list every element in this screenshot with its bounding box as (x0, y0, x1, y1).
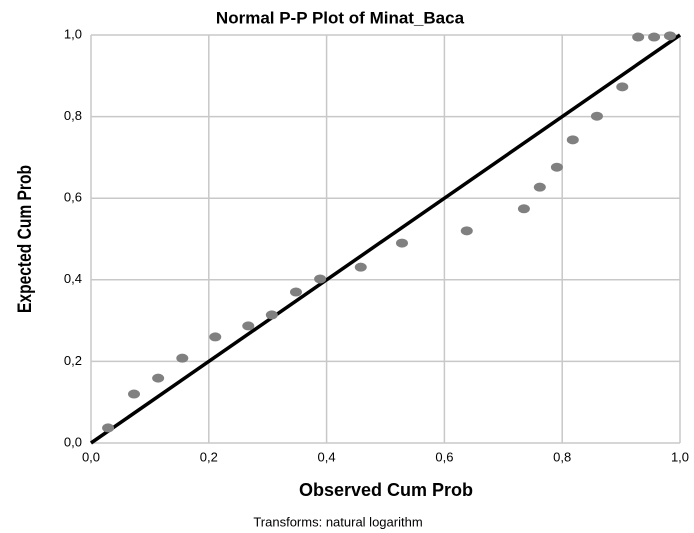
y-tick-label: 0,2 (64, 353, 82, 368)
point (648, 32, 661, 42)
y-tick-label: 0,8 (64, 108, 82, 123)
point (460, 226, 473, 236)
point (152, 373, 165, 383)
point (289, 287, 302, 297)
point (517, 204, 530, 214)
x-tick-label: 0,0 (82, 449, 100, 464)
point (209, 332, 222, 342)
point (395, 238, 408, 248)
point (533, 182, 546, 192)
point (663, 31, 676, 41)
reference-line (90, 33, 681, 445)
x-tick-label: 1,0 (671, 449, 689, 464)
point (566, 135, 579, 145)
point (242, 321, 255, 331)
y-axis-label: Expected Cum Prob (14, 165, 36, 313)
point (176, 353, 189, 363)
footnote: Transforms: natural logarithm (253, 514, 422, 529)
chart-title: Normal P-P Plot of Minat_Baca (216, 8, 465, 27)
x-tick-label: 0,6 (435, 449, 453, 464)
y-tick-label: 0,0 (64, 434, 82, 449)
y-tick-label: 1,0 (64, 26, 82, 41)
point (265, 310, 278, 320)
y-tick-label: 0,4 (64, 271, 82, 286)
x-tick-label: 0,4 (318, 449, 336, 464)
point (314, 274, 327, 284)
point (550, 162, 563, 172)
x-tick-label: 0,8 (553, 449, 571, 464)
point (354, 262, 367, 272)
x-tick-label: 0,2 (200, 449, 218, 464)
point (102, 423, 115, 433)
point (616, 82, 629, 92)
point (590, 111, 603, 121)
point (632, 32, 645, 42)
y-tick-label: 0,6 (64, 190, 82, 205)
point (127, 389, 140, 399)
x-axis-label: Observed Cum Prob (299, 480, 473, 500)
